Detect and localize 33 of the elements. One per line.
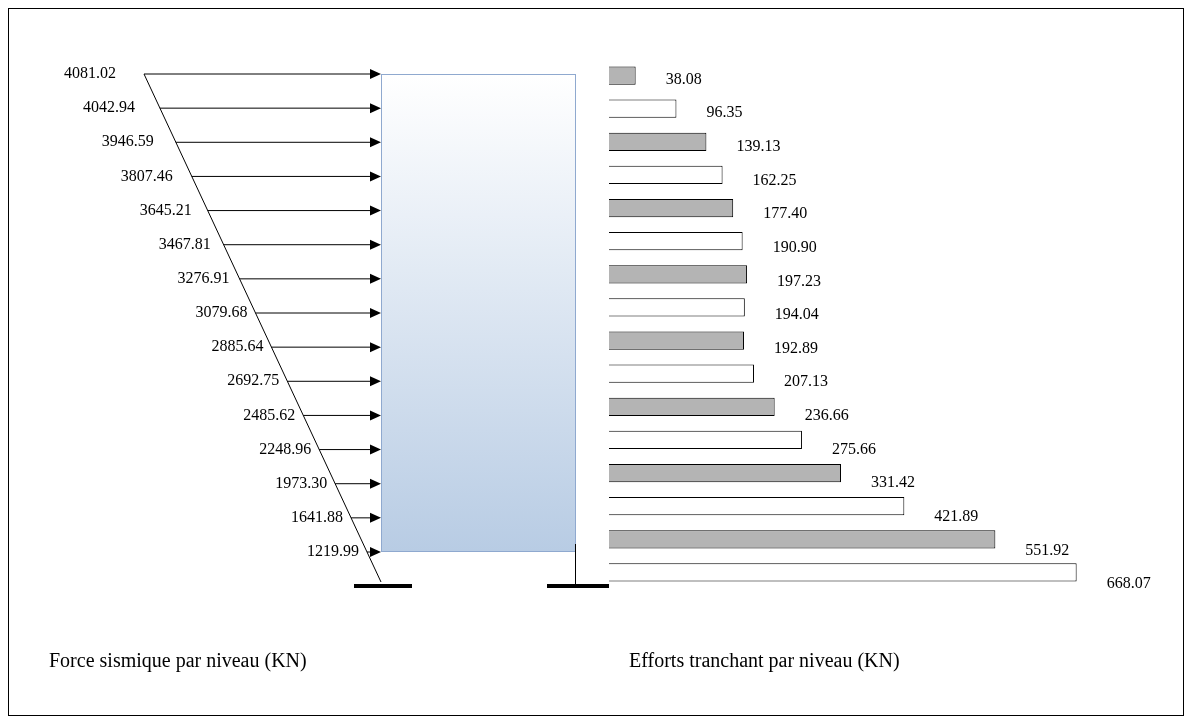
data-label: 2692.75 xyxy=(227,371,280,389)
data-label: 3467.81 xyxy=(158,234,211,252)
data-label: 3276.91 xyxy=(177,269,230,287)
data-label: 3946.59 xyxy=(101,132,154,150)
data-label: 207.13 xyxy=(783,372,828,390)
text: Force sismique par niveau (KN) xyxy=(49,649,307,672)
data-label: 139.13 xyxy=(736,137,781,155)
data-label: 4042.94 xyxy=(82,98,135,116)
data-label: 190.90 xyxy=(772,237,817,255)
data-label: 2485.62 xyxy=(243,405,296,423)
data-label: 4081.02 xyxy=(64,64,116,82)
data-label: 177.40 xyxy=(763,204,808,222)
data-label: 1973.30 xyxy=(275,473,328,491)
data-label: 38.08 xyxy=(665,69,702,87)
data-label: 162.25 xyxy=(752,170,797,188)
data-label: 3807.46 xyxy=(120,166,173,184)
data-label: 192.89 xyxy=(774,338,819,356)
data-label: 1641.88 xyxy=(291,508,344,526)
data-label: 3079.68 xyxy=(195,303,248,321)
data-label: 197.23 xyxy=(777,271,822,289)
data-label: 421.89 xyxy=(934,506,979,524)
data-label: 236.66 xyxy=(804,406,849,424)
x-axis-title: Efforts tranchant par niveau (KN) xyxy=(629,649,900,672)
data-label: 96.35 xyxy=(706,103,743,121)
data-label: 551.92 xyxy=(1025,540,1070,558)
data-label: 668.07 xyxy=(1106,574,1151,592)
data-label: 275.66 xyxy=(831,439,876,457)
data-label: 3645.21 xyxy=(139,200,192,218)
data-label: 2885.64 xyxy=(211,337,264,355)
data-label: 2248.96 xyxy=(259,439,312,457)
data-label: 194.04 xyxy=(774,305,819,323)
data-label: 331.42 xyxy=(870,473,915,491)
data-label: 1219.99 xyxy=(307,542,359,560)
